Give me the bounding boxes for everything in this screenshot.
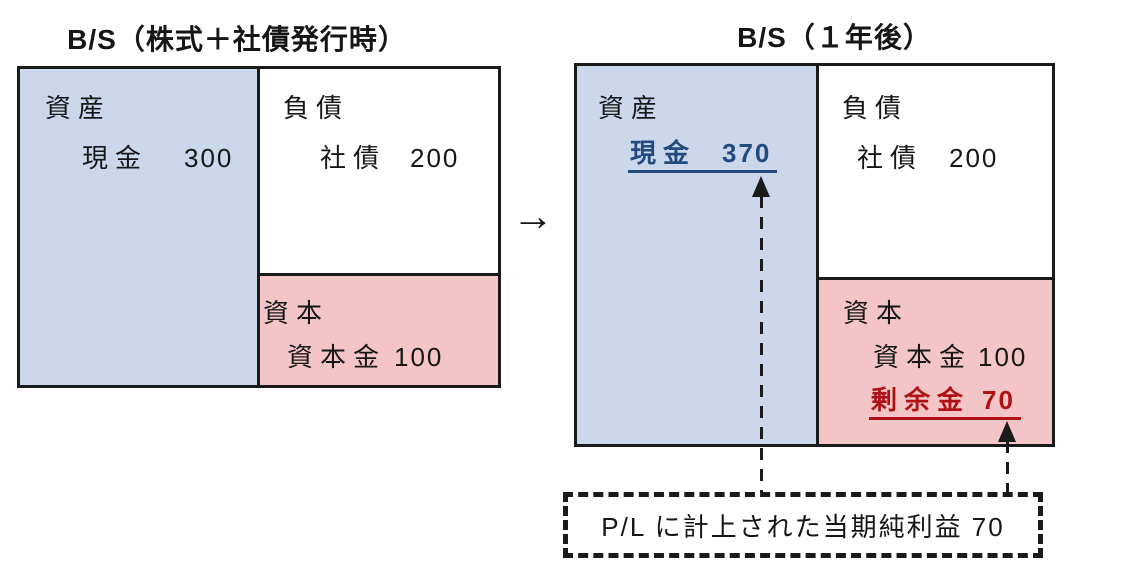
cash-arrow-dashed-line	[760, 196, 763, 492]
left-cash-value: 300	[184, 143, 234, 173]
right-capital-value: 100	[978, 342, 1028, 372]
surplus-arrow-dashed-line	[1006, 441, 1009, 492]
right-assets-section	[577, 66, 819, 444]
left-capital-value: 100	[394, 342, 444, 372]
right-cash-label: 現金	[630, 138, 697, 168]
right-cash-value: 370	[722, 138, 772, 168]
transition-arrow-icon: →	[512, 192, 554, 239]
right-liabilities-label: 負債	[842, 93, 909, 123]
left-bs-box	[17, 66, 501, 388]
right-equity-section	[819, 277, 1052, 444]
right-liabilities-section	[819, 66, 1052, 277]
left-assets-label: 資産	[45, 93, 112, 123]
right-bs-box	[574, 63, 1055, 447]
right-bs-title: B/S（１年後）	[737, 22, 932, 53]
right-equity-label: 資本	[843, 298, 910, 328]
left-liabilities-section	[260, 69, 498, 273]
right-cash-row: 現金 370	[628, 138, 778, 173]
net-income-note-text: P/L に計上された当期純利益 70	[601, 511, 1005, 542]
left-equity-label: 資本	[263, 298, 330, 328]
left-capital-label: 資本金	[287, 342, 387, 372]
right-capital-label: 資本金	[873, 342, 973, 372]
left-bond-row: 社債 200	[320, 143, 459, 173]
left-bond-label: 社債	[320, 143, 387, 173]
right-bond-row: 社債 200	[857, 143, 998, 173]
left-liabilities-label: 負債	[283, 93, 350, 123]
cash-arrow-head-icon	[752, 176, 770, 197]
right-bond-label: 社債	[857, 143, 924, 173]
left-bs-title: B/S（株式＋社債発行時）	[67, 24, 407, 55]
left-assets-section	[20, 69, 260, 385]
left-equity-section	[260, 273, 498, 385]
right-capital-row: 資本金 100	[873, 342, 1027, 372]
right-surplus-value: 70	[982, 385, 1015, 415]
left-bond-value: 200	[410, 143, 460, 173]
left-capital-row: 資本金 100	[287, 342, 443, 372]
net-income-note-box: P/L に計上された当期純利益 70	[563, 492, 1043, 558]
left-cash-row: 現金 300	[82, 143, 233, 173]
surplus-arrow-head-icon	[998, 421, 1016, 442]
right-surplus-row: 剰余金 70	[869, 385, 1021, 420]
left-cash-label: 現金	[82, 143, 149, 173]
right-bond-value: 200	[949, 143, 999, 173]
right-assets-label: 資産	[598, 93, 665, 123]
right-surplus-label: 剰余金	[871, 385, 971, 415]
